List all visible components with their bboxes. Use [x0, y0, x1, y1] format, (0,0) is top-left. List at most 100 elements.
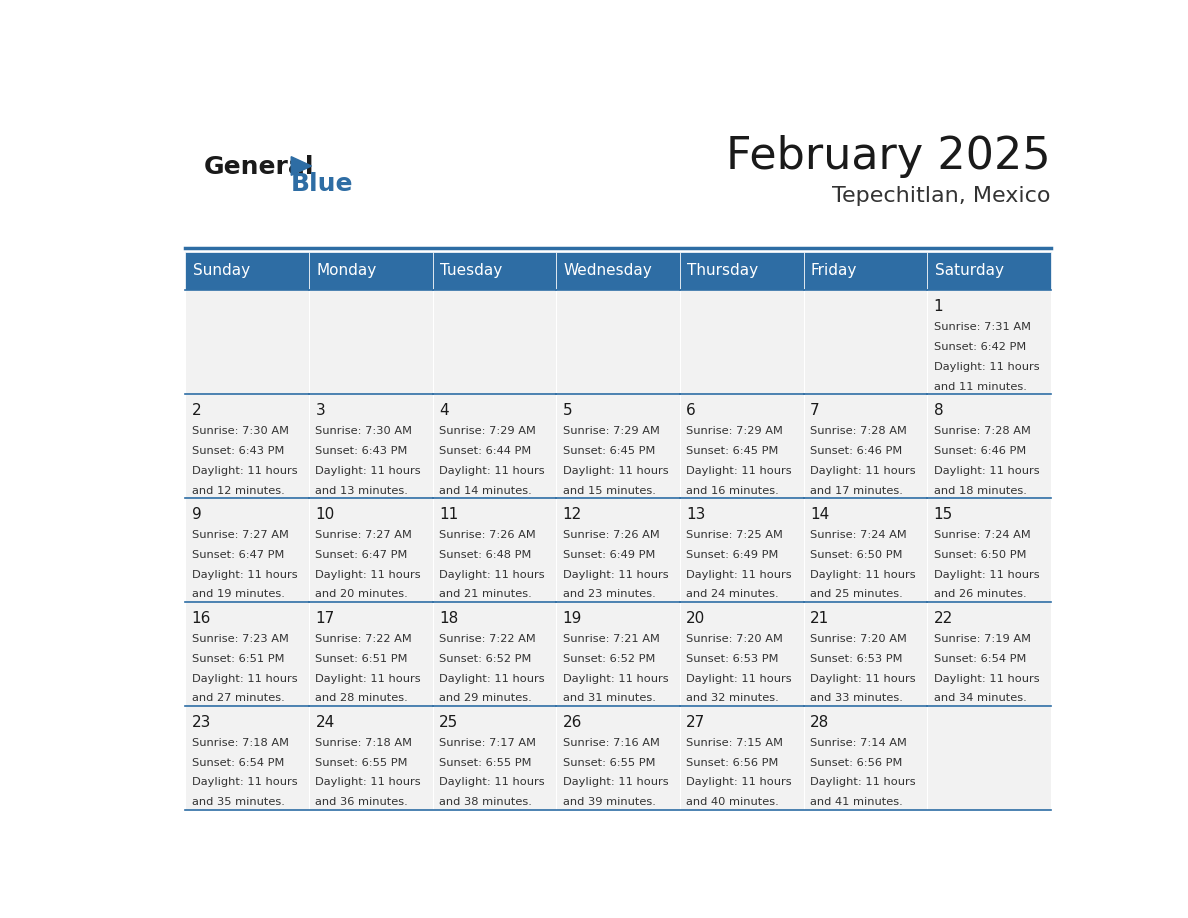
Text: and 26 minutes.: and 26 minutes. [934, 589, 1026, 599]
Text: 28: 28 [810, 714, 829, 730]
Text: 4: 4 [440, 403, 449, 418]
Text: 24: 24 [315, 714, 335, 730]
Text: Daylight: 11 hours: Daylight: 11 hours [440, 569, 544, 579]
Text: 16: 16 [191, 610, 211, 625]
Bar [680, 498, 803, 602]
Text: 26: 26 [563, 714, 582, 730]
Bar [556, 602, 680, 706]
Text: Sunrise: 7:14 AM: Sunrise: 7:14 AM [810, 738, 906, 748]
Text: and 24 minutes.: and 24 minutes. [687, 589, 779, 599]
Text: and 16 minutes.: and 16 minutes. [687, 486, 779, 496]
Text: and 33 minutes.: and 33 minutes. [810, 693, 903, 703]
Text: and 19 minutes.: and 19 minutes. [191, 589, 285, 599]
Bar [185, 498, 309, 602]
Text: Sunrise: 7:15 AM: Sunrise: 7:15 AM [687, 738, 783, 748]
Text: Daylight: 11 hours: Daylight: 11 hours [934, 362, 1040, 372]
Text: and 34 minutes.: and 34 minutes. [934, 693, 1026, 703]
Text: Sunset: 6:44 PM: Sunset: 6:44 PM [440, 446, 531, 456]
Text: Sunset: 6:50 PM: Sunset: 6:50 PM [934, 550, 1026, 560]
Text: Daylight: 11 hours: Daylight: 11 hours [315, 778, 421, 788]
Text: and 12 minutes.: and 12 minutes. [191, 486, 284, 496]
Text: 11: 11 [440, 507, 459, 521]
Text: and 28 minutes.: and 28 minutes. [315, 693, 409, 703]
Bar [803, 252, 927, 290]
Text: and 20 minutes.: and 20 minutes. [315, 589, 409, 599]
Text: and 25 minutes.: and 25 minutes. [810, 589, 903, 599]
Text: Daylight: 11 hours: Daylight: 11 hours [440, 674, 544, 684]
Bar [432, 252, 556, 290]
Text: and 18 minutes.: and 18 minutes. [934, 486, 1026, 496]
Text: Sunrise: 7:16 AM: Sunrise: 7:16 AM [563, 738, 659, 748]
Text: Sunset: 6:43 PM: Sunset: 6:43 PM [315, 446, 407, 456]
Text: 2: 2 [191, 403, 202, 418]
Text: Sunset: 6:52 PM: Sunset: 6:52 PM [563, 654, 655, 664]
Text: and 31 minutes.: and 31 minutes. [563, 693, 656, 703]
Text: Sunset: 6:45 PM: Sunset: 6:45 PM [563, 446, 655, 456]
Text: Daylight: 11 hours: Daylight: 11 hours [440, 465, 544, 476]
Text: Sunset: 6:55 PM: Sunset: 6:55 PM [315, 757, 407, 767]
Text: Sunrise: 7:18 AM: Sunrise: 7:18 AM [191, 738, 289, 748]
Text: Sunset: 6:56 PM: Sunset: 6:56 PM [687, 757, 778, 767]
Bar [680, 252, 803, 290]
Text: and 36 minutes.: and 36 minutes. [315, 797, 409, 807]
Text: Sunset: 6:53 PM: Sunset: 6:53 PM [810, 654, 903, 664]
Text: Sunset: 6:54 PM: Sunset: 6:54 PM [191, 757, 284, 767]
Text: 21: 21 [810, 610, 829, 625]
Text: Sunrise: 7:28 AM: Sunrise: 7:28 AM [934, 426, 1030, 436]
Text: Sunrise: 7:28 AM: Sunrise: 7:28 AM [810, 426, 906, 436]
Text: Daylight: 11 hours: Daylight: 11 hours [810, 778, 916, 788]
Text: Sunrise: 7:19 AM: Sunrise: 7:19 AM [934, 634, 1031, 644]
Text: Tepechitlan, Mexico: Tepechitlan, Mexico [833, 186, 1051, 207]
Bar [432, 395, 556, 498]
Text: Sunset: 6:55 PM: Sunset: 6:55 PM [563, 757, 656, 767]
Bar [309, 498, 432, 602]
Text: and 15 minutes.: and 15 minutes. [563, 486, 656, 496]
Text: and 11 minutes.: and 11 minutes. [934, 382, 1026, 392]
Bar [309, 706, 432, 810]
Text: 14: 14 [810, 507, 829, 521]
Text: Sunrise: 7:30 AM: Sunrise: 7:30 AM [315, 426, 412, 436]
Text: Daylight: 11 hours: Daylight: 11 hours [315, 674, 421, 684]
Text: 25: 25 [440, 714, 459, 730]
Text: Sunrise: 7:21 AM: Sunrise: 7:21 AM [563, 634, 659, 644]
Text: Daylight: 11 hours: Daylight: 11 hours [563, 465, 669, 476]
Bar [927, 706, 1051, 810]
Text: Sunset: 6:49 PM: Sunset: 6:49 PM [687, 550, 778, 560]
Text: 17: 17 [315, 610, 335, 625]
Bar [927, 498, 1051, 602]
Bar [680, 706, 803, 810]
Bar [803, 498, 927, 602]
Text: Daylight: 11 hours: Daylight: 11 hours [687, 569, 792, 579]
Text: Sunrise: 7:20 AM: Sunrise: 7:20 AM [687, 634, 783, 644]
Bar [309, 395, 432, 498]
Text: and 41 minutes.: and 41 minutes. [810, 797, 903, 807]
Text: and 14 minutes.: and 14 minutes. [440, 486, 532, 496]
Text: and 23 minutes.: and 23 minutes. [563, 589, 656, 599]
Text: Daylight: 11 hours: Daylight: 11 hours [191, 778, 297, 788]
Text: and 13 minutes.: and 13 minutes. [315, 486, 409, 496]
Text: Sunrise: 7:31 AM: Sunrise: 7:31 AM [934, 322, 1031, 332]
Bar [556, 290, 680, 395]
Text: Daylight: 11 hours: Daylight: 11 hours [934, 569, 1040, 579]
Text: Sunrise: 7:17 AM: Sunrise: 7:17 AM [440, 738, 536, 748]
Text: Sunset: 6:43 PM: Sunset: 6:43 PM [191, 446, 284, 456]
Text: Blue: Blue [291, 173, 354, 196]
Bar [927, 252, 1051, 290]
Text: Wednesday: Wednesday [563, 263, 652, 278]
Bar [927, 395, 1051, 498]
Bar [309, 602, 432, 706]
Text: February 2025: February 2025 [726, 135, 1051, 177]
Text: Daylight: 11 hours: Daylight: 11 hours [563, 674, 669, 684]
Text: Sunrise: 7:18 AM: Sunrise: 7:18 AM [315, 738, 412, 748]
Text: Sunset: 6:56 PM: Sunset: 6:56 PM [810, 757, 903, 767]
Bar [309, 290, 432, 395]
Text: Daylight: 11 hours: Daylight: 11 hours [191, 674, 297, 684]
Text: Daylight: 11 hours: Daylight: 11 hours [687, 778, 792, 788]
Text: and 39 minutes.: and 39 minutes. [563, 797, 656, 807]
Bar [803, 290, 927, 395]
Polygon shape [291, 157, 311, 175]
Text: Sunrise: 7:20 AM: Sunrise: 7:20 AM [810, 634, 906, 644]
Bar [927, 290, 1051, 395]
Bar [803, 602, 927, 706]
Text: Sunset: 6:48 PM: Sunset: 6:48 PM [440, 550, 531, 560]
